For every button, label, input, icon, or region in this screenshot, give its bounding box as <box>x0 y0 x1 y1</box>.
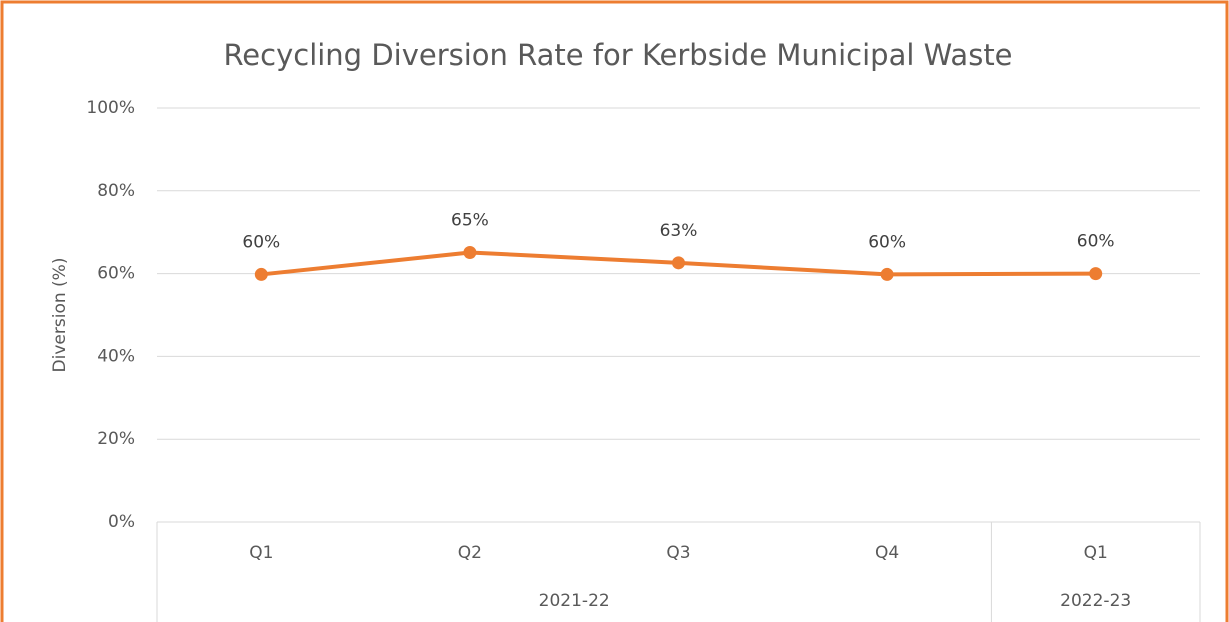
y-tick-label: 100% <box>86 98 135 118</box>
x-group-label: 2022-23 <box>1060 591 1131 611</box>
data-point <box>880 267 894 281</box>
x-tick-label: Q1 <box>249 543 273 563</box>
y-axis-label: Diversion (%) <box>50 258 70 373</box>
data-point <box>1089 267 1103 281</box>
data-label: 60% <box>242 232 280 252</box>
x-tick-label: Q2 <box>458 543 482 563</box>
data-label: 63% <box>660 221 698 241</box>
chart-title: Recycling Diversion Rate for Kerbside Mu… <box>223 38 1012 72</box>
data-point <box>672 256 685 270</box>
x-group-label: 2021-22 <box>539 591 610 611</box>
data-label: 60% <box>868 232 906 252</box>
y-tick-label: 80% <box>97 181 135 201</box>
y-tick-label: 20% <box>97 429 135 449</box>
data-label: 65% <box>451 210 489 230</box>
x-tick-label: Q1 <box>1084 543 1108 563</box>
y-tick-label: 60% <box>97 264 135 284</box>
y-tick-label: 0% <box>108 512 135 532</box>
y-tick-label: 40% <box>97 346 135 366</box>
data-label: 60% <box>1077 232 1115 252</box>
data-point <box>254 267 268 281</box>
x-tick-label: Q4 <box>875 543 899 563</box>
data-point <box>463 245 477 259</box>
x-tick-label: Q3 <box>666 543 690 563</box>
